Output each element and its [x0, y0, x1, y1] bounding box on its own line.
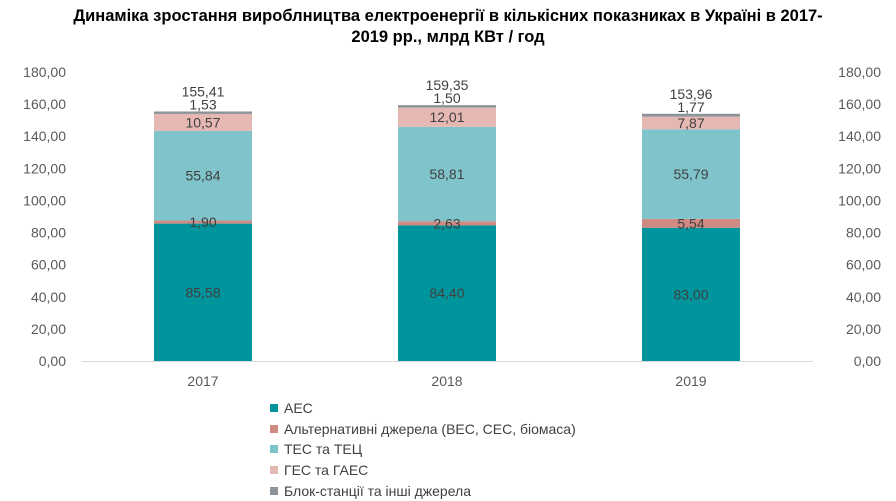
- y-tick-label-right: 100,00: [838, 192, 881, 208]
- bar-segment: [154, 130, 252, 221]
- bar-segment: [642, 227, 740, 361]
- data-label: 1,77: [677, 99, 704, 115]
- y-tick-label-right: 0,00: [854, 353, 881, 369]
- bar-segment: [642, 116, 740, 130]
- total-label: 155,41: [182, 83, 225, 99]
- y-tick-label-left: 120,00: [23, 160, 66, 176]
- legend-item: Блок-станції та інші джерела: [270, 480, 576, 501]
- data-label: 1,90: [189, 214, 216, 230]
- data-label: 83,00: [673, 286, 708, 302]
- legend-swatch: [270, 445, 278, 454]
- x-tick-label: 2017: [187, 373, 218, 389]
- y-tick-label-right: 60,00: [846, 257, 881, 273]
- legend-swatch: [270, 424, 278, 433]
- y-tick-label-right: 40,00: [846, 289, 881, 305]
- legend-label: Альтернативні джерела (ВЕС, СЕС, біомаса…: [284, 420, 576, 437]
- data-label: 12,01: [429, 109, 464, 125]
- bar-segment: [154, 111, 252, 114]
- y-tick-label-left: 180,00: [23, 64, 66, 80]
- chart-title-line-2: 2019 рр., млрд КВт / год: [351, 28, 545, 46]
- legend-item: ГЕС та ГАЕС: [270, 460, 576, 481]
- y-tick-label-left: 40,00: [31, 289, 66, 305]
- data-label: 1,50: [433, 90, 460, 106]
- data-label: 5,54: [677, 215, 704, 231]
- legend-swatch: [270, 466, 278, 475]
- bar-segment: [642, 218, 740, 228]
- data-label: 2,63: [433, 215, 460, 231]
- bar-segment: [398, 225, 496, 361]
- y-tick-label-left: 80,00: [31, 225, 66, 241]
- y-tick-label-left: 100,00: [23, 192, 66, 208]
- legend-swatch: [270, 486, 278, 495]
- bar-segment: [398, 107, 496, 127]
- data-label: 55,79: [673, 166, 708, 182]
- bar-segment: [154, 220, 252, 224]
- y-tick-label-right: 20,00: [846, 321, 881, 337]
- bar-segment: [154, 113, 252, 131]
- y-tick-label-left: 0,00: [39, 353, 66, 369]
- chart-legend: АЕС Альтернативні джерела (ВЕС, СЕС, біом…: [270, 398, 576, 501]
- legend-item: Альтернативні джерела (ВЕС, СЕС, біомаса…: [270, 419, 576, 440]
- bar-segment: [398, 105, 496, 108]
- y-tick-label-right: 160,00: [838, 96, 881, 112]
- data-label: 85,58: [185, 284, 220, 300]
- bar-segment: [154, 223, 252, 361]
- y-tick-label-left: 160,00: [23, 96, 66, 112]
- bar-segment: [398, 126, 496, 222]
- chart-title: Динаміка зростання вироблництва електрое…: [0, 6, 896, 48]
- x-tick-label: 2019: [675, 373, 706, 389]
- total-label: 159,35: [426, 77, 469, 93]
- y-tick-label-right: 140,00: [838, 128, 881, 144]
- total-label: 153,96: [670, 86, 713, 102]
- chart-title-line-1: Динаміка зростання вироблництва електрое…: [73, 7, 823, 25]
- data-label: 1,53: [189, 96, 216, 112]
- x-tick-label: 2018: [431, 373, 462, 389]
- bar-segment: [642, 129, 740, 219]
- y-tick-label-right: 120,00: [838, 160, 881, 176]
- y-tick-label-right: 180,00: [838, 64, 881, 80]
- y-tick-label-left: 140,00: [23, 128, 66, 144]
- y-tick-label-left: 60,00: [31, 257, 66, 273]
- y-tick-label-left: 20,00: [31, 321, 66, 337]
- legend-item: АЕС: [270, 398, 576, 419]
- bar-segment: [398, 221, 496, 226]
- legend-swatch: [270, 404, 278, 413]
- data-label: 10,57: [185, 114, 220, 130]
- data-label: 58,81: [429, 166, 464, 182]
- legend-label: Блок-станції та інші джерела: [284, 482, 471, 499]
- bar-segment: [642, 113, 740, 117]
- legend-item: ТЕС та ТЕЦ: [270, 439, 576, 460]
- data-label: 84,40: [429, 285, 464, 301]
- legend-label: ТЕС та ТЕЦ: [284, 441, 363, 458]
- legend-label: ГЕС та ГАЕС: [284, 462, 369, 479]
- data-label: 7,87: [677, 115, 704, 131]
- legend-label: АЕС: [284, 400, 313, 417]
- y-tick-label-right: 80,00: [846, 225, 881, 241]
- data-label: 55,84: [185, 168, 220, 184]
